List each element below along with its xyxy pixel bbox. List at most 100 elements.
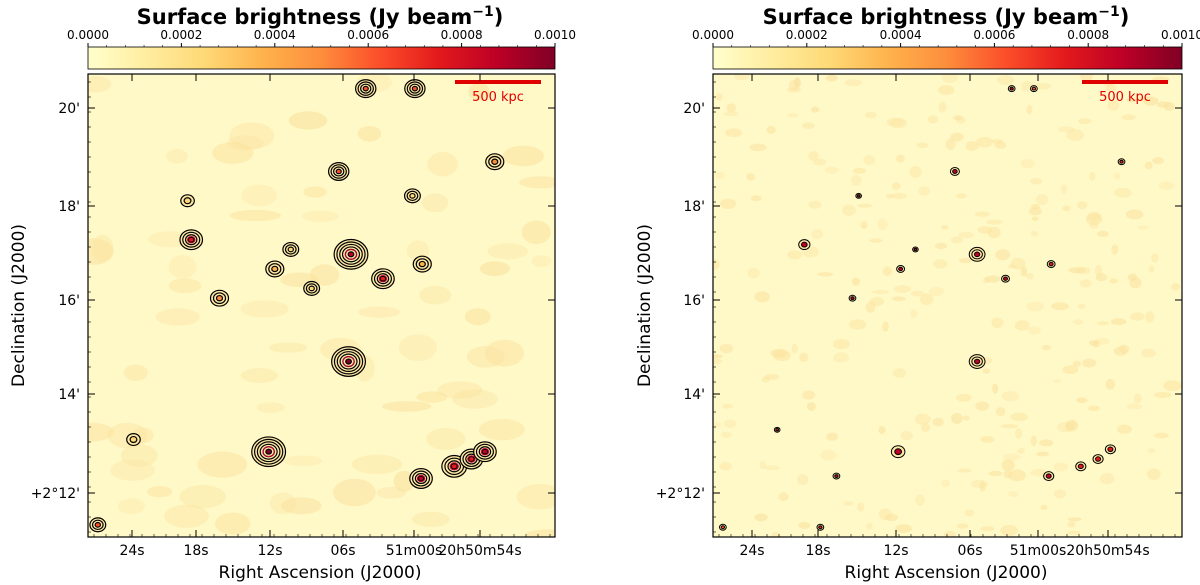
noise-fluctuation (886, 117, 905, 127)
noise-fluctuation (1148, 265, 1155, 273)
contour-level (347, 251, 355, 258)
contour-level (834, 474, 839, 479)
radio-source (1075, 461, 1087, 472)
contour-level (848, 294, 857, 302)
noise-fluctuation (1035, 194, 1049, 206)
contour-level (287, 246, 295, 253)
noise-fluctuation (811, 229, 824, 240)
radio-source (1001, 274, 1010, 283)
x-tick-label: 12s (883, 543, 908, 559)
noise-fluctuation (1113, 346, 1128, 356)
noise-fluctuation (1087, 405, 1101, 412)
noise-fluctuation (478, 418, 525, 441)
contour-level (335, 168, 342, 175)
noise-fluctuation (117, 498, 145, 514)
x-tick-label: 51m00s (386, 543, 443, 559)
contour-level (412, 255, 432, 273)
contour-level (1048, 261, 1054, 267)
contour-level (253, 438, 284, 465)
noise-fluctuation (950, 236, 963, 244)
y-tick-label: 20' (58, 101, 80, 117)
noise-fluctuation (91, 234, 114, 262)
noise-fluctuation (802, 390, 816, 400)
noise-fluctuation (1088, 340, 1098, 346)
contour-level (971, 356, 983, 367)
noise-fluctuation (885, 193, 894, 199)
y-tick-label: 18' (683, 199, 705, 215)
contour-level (409, 468, 433, 489)
contour-level (185, 234, 198, 246)
noise-fluctuation (918, 186, 931, 196)
noise-fluctuation (502, 145, 545, 167)
noise-fluctuation (351, 454, 403, 474)
noise-fluctuation (332, 478, 376, 507)
plot-frame (87, 73, 556, 538)
colorbar (87, 46, 556, 70)
radio-source (251, 436, 287, 468)
noise-fluctuation (832, 338, 850, 350)
y-tick-label: +2°12' (31, 486, 80, 502)
noise-fluctuation (884, 513, 899, 522)
x-tick-label: 06s (330, 543, 355, 559)
y-axis-label: Declination (J2000) (9, 224, 29, 387)
noise-fluctuation (916, 142, 929, 149)
contour-level (896, 264, 906, 273)
contour-level (373, 270, 392, 287)
noise-fluctuation (892, 368, 907, 378)
radio-source (485, 153, 505, 171)
noise-fluctuation (1076, 201, 1088, 210)
noise-fluctuation (955, 393, 972, 402)
noise-fluctuation (468, 82, 491, 101)
radio-source (331, 346, 367, 377)
contour-level (1045, 473, 1052, 479)
contour-level (1104, 444, 1116, 455)
colorbar-tick-label: 0.0010 (534, 28, 576, 42)
colorbar-tick-label: 0.0002 (160, 28, 202, 42)
noise-fluctuation (1105, 378, 1116, 390)
noise-fluctuation (889, 117, 908, 129)
noise-fluctuation (168, 278, 202, 294)
noise-fluctuation (799, 352, 809, 363)
noise-fluctuation (950, 132, 964, 142)
noise-fluctuation (801, 122, 815, 129)
contour-level (89, 517, 107, 533)
x-tick-label: 18s (183, 543, 208, 559)
noise-fluctuation (1034, 83, 1052, 90)
noise-fluctuation (1147, 448, 1156, 454)
noise-fluctuation (956, 523, 969, 529)
noise-fluctuation (723, 419, 737, 428)
noise-fluctuation (749, 143, 767, 152)
contour-level (259, 443, 278, 460)
contour-level (212, 292, 227, 305)
noise-fluctuation (763, 465, 781, 470)
noise-fluctuation (977, 226, 993, 234)
contour-level (126, 433, 141, 447)
contour-level (418, 260, 426, 268)
noise-fluctuation (778, 492, 789, 502)
colorbar-tick-label: 0.0000 (67, 28, 109, 42)
noise-fluctuation (1094, 264, 1103, 277)
contour-level (333, 348, 364, 375)
contour-level (949, 167, 960, 176)
contour-level (468, 455, 475, 463)
colorbar-tick-label: 0.0010 (1161, 28, 1200, 42)
noise-fluctuation (1089, 221, 1099, 229)
chart-panel-2: Surface brightness (Jy beam−1) 0.0000 0.00… (635, 4, 1200, 583)
radio-source (1043, 471, 1055, 482)
contour-level (1092, 454, 1104, 464)
contour-peak (342, 356, 355, 367)
noise-fluctuation (1113, 172, 1121, 180)
noise-fluctuation (787, 112, 799, 118)
noise-fluctuation (951, 412, 963, 424)
noise-fluctuation (240, 300, 289, 318)
noise-fluctuation (976, 136, 994, 148)
noise-fluctuation (1062, 365, 1079, 375)
noise-fluctuation (399, 334, 437, 362)
contour-level (180, 194, 195, 208)
contour-level (182, 231, 201, 248)
chart-title-close: ) (1120, 5, 1130, 29)
noise-fluctuation (991, 317, 1004, 329)
noise-fluctuation (146, 486, 173, 498)
radio-source (855, 192, 862, 199)
chart-panel-1: Surface brightness (Jy beam−1) 0.0000 0.00… (9, 4, 576, 583)
